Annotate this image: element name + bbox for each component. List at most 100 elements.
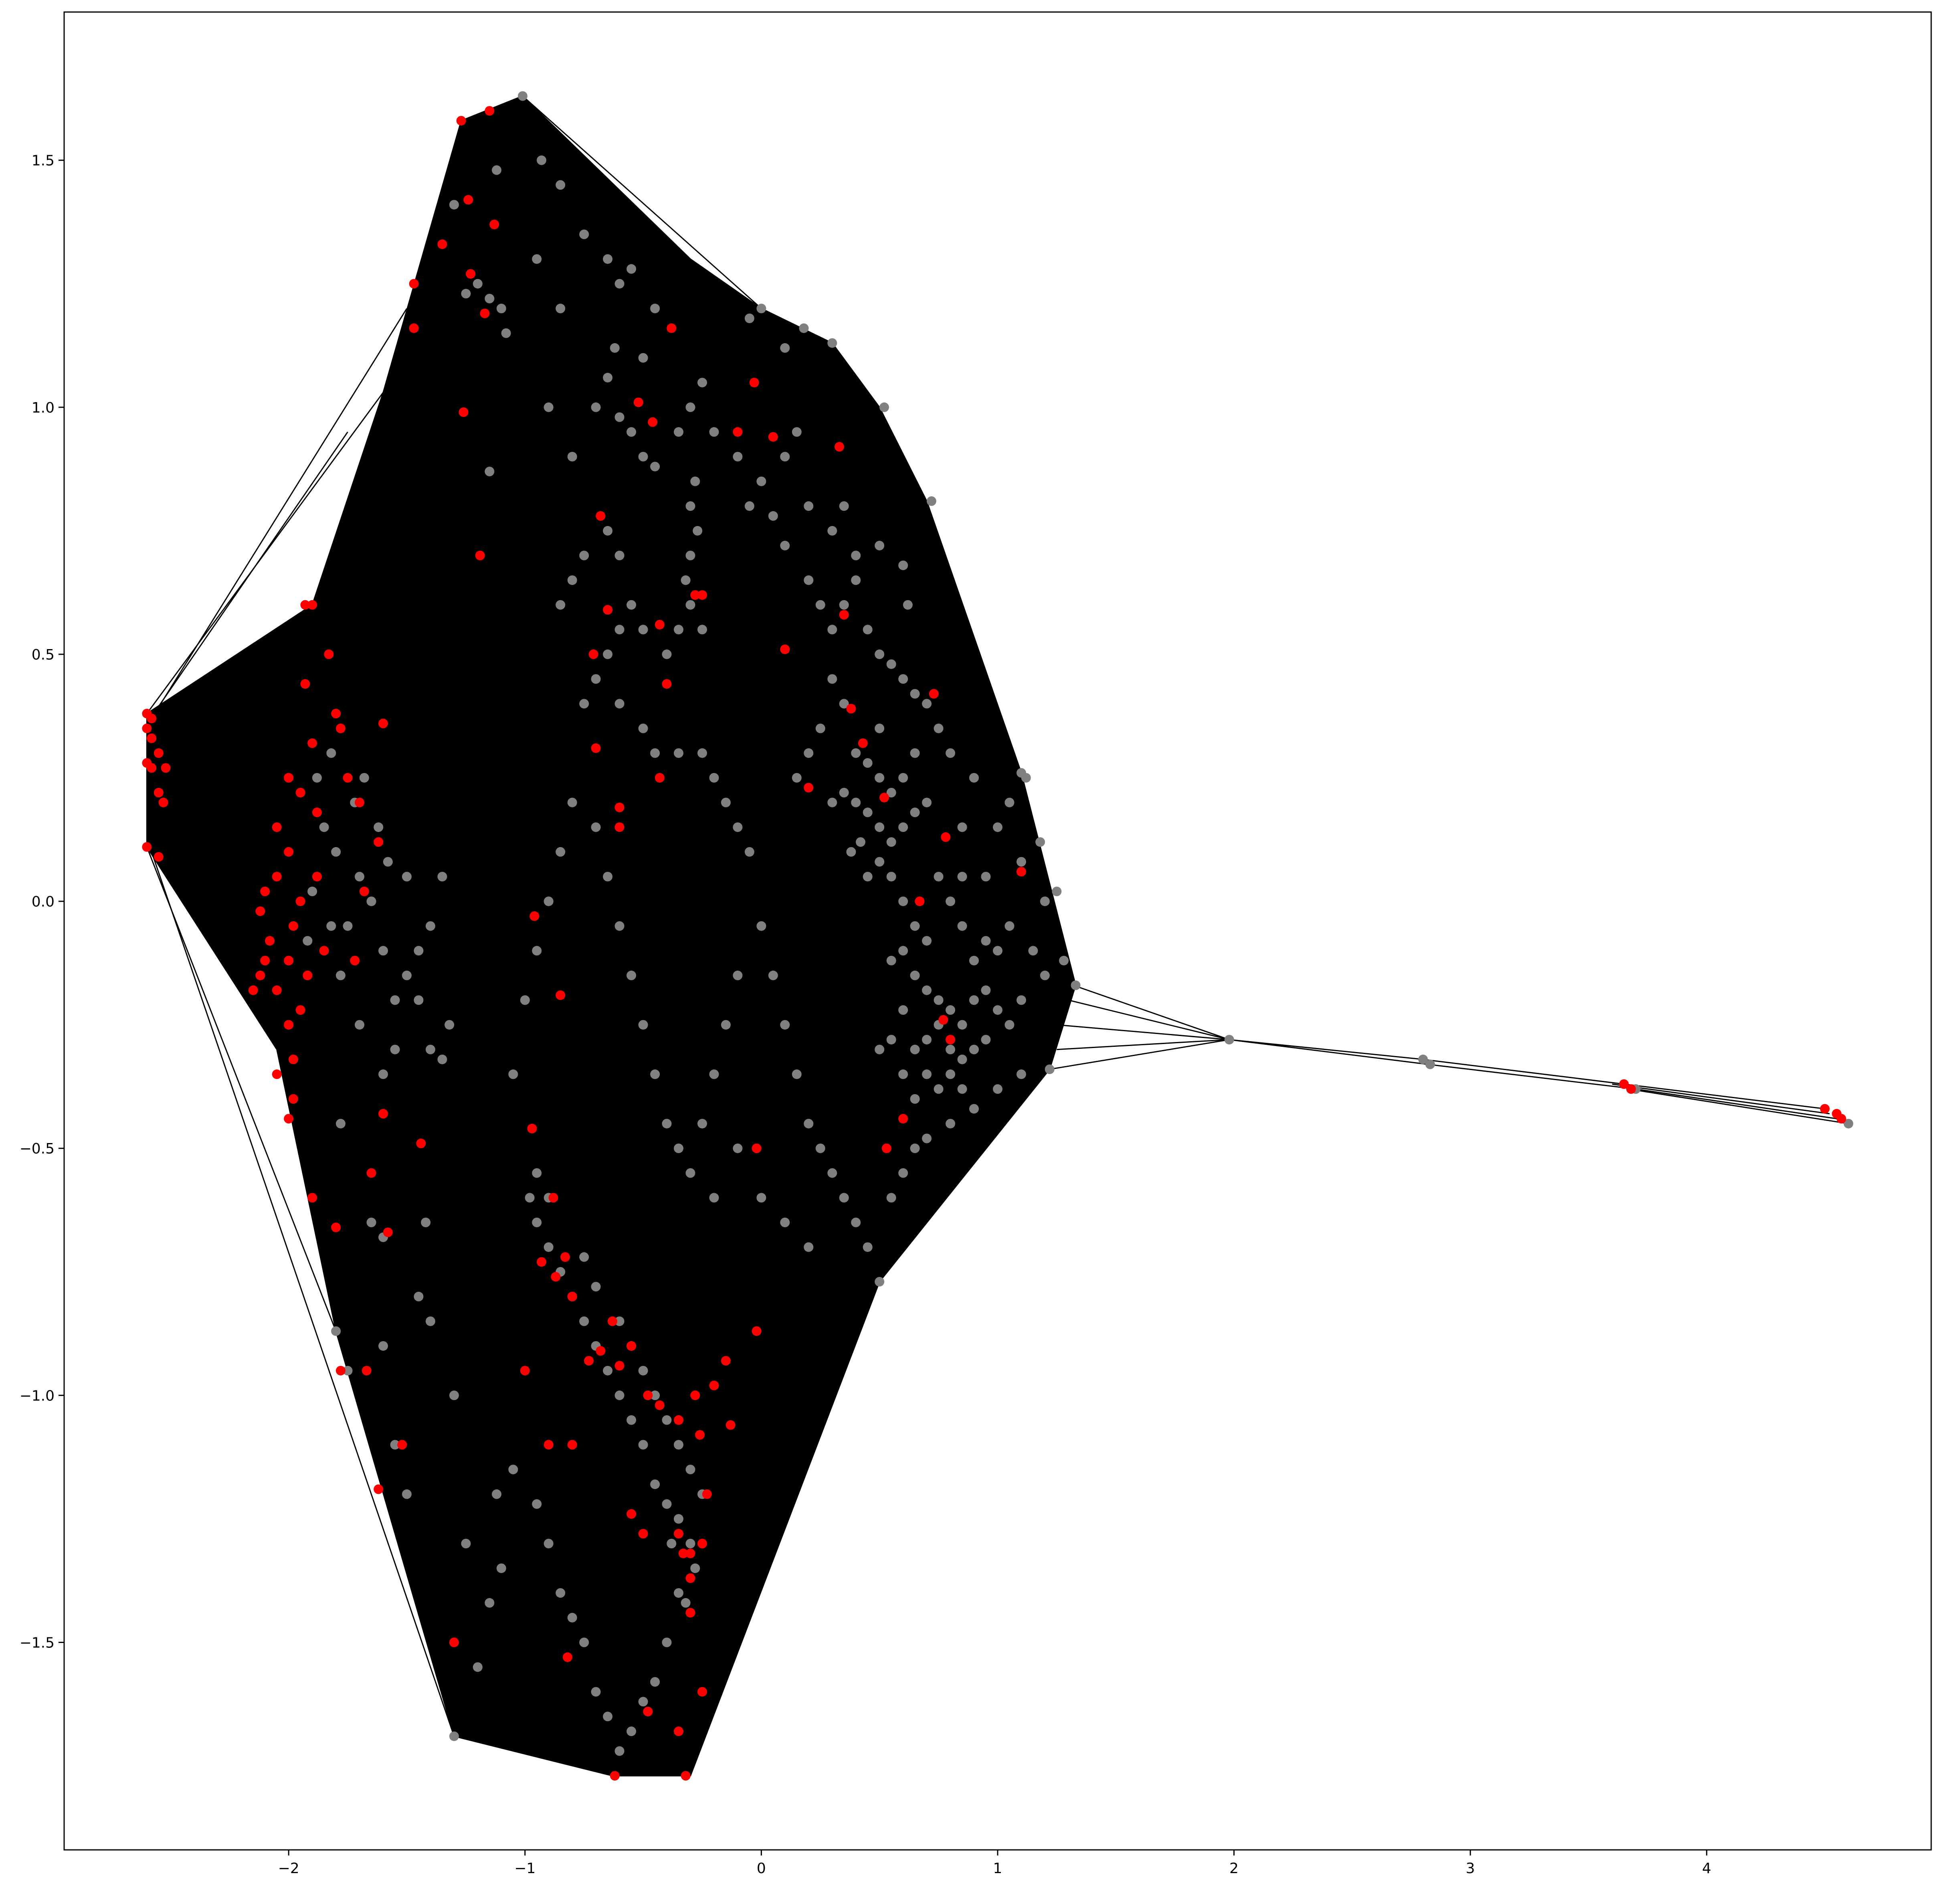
edge-line bbox=[1068, 1000, 1230, 1040]
node-point bbox=[697, 1119, 707, 1129]
node-point bbox=[839, 1193, 849, 1203]
node-point bbox=[709, 1193, 719, 1203]
edge-line bbox=[685, 1271, 857, 1771]
edge-line bbox=[1073, 985, 1230, 1040]
node-point bbox=[650, 1390, 660, 1400]
edge-line bbox=[522, 95, 656, 235]
node-point bbox=[579, 229, 589, 239]
edge-line bbox=[1049, 1039, 1230, 1070]
node-point bbox=[981, 872, 991, 882]
node-point bbox=[529, 911, 540, 921]
node-point bbox=[1016, 1069, 1026, 1079]
node-point bbox=[307, 738, 317, 748]
edge-line bbox=[1624, 1083, 1825, 1110]
node-point bbox=[922, 985, 932, 995]
node-point bbox=[946, 1044, 956, 1054]
x-tick-label: 0 bbox=[757, 1860, 766, 1877]
node-point bbox=[733, 1143, 743, 1153]
node-point bbox=[946, 1069, 956, 1079]
node-series-1 bbox=[142, 106, 1846, 1781]
node-point bbox=[780, 540, 790, 550]
node-point bbox=[685, 550, 695, 560]
node-point bbox=[674, 1514, 683, 1524]
node-point bbox=[272, 872, 282, 882]
node-point bbox=[879, 402, 889, 412]
node-point bbox=[556, 847, 566, 857]
node-point bbox=[643, 1707, 653, 1716]
node-point bbox=[934, 1084, 944, 1094]
edge-lines bbox=[146, 95, 1849, 1777]
node-point bbox=[903, 600, 913, 610]
node-point bbox=[993, 946, 1002, 956]
node-point bbox=[674, 1726, 683, 1736]
node-point bbox=[792, 427, 802, 437]
node-point bbox=[674, 1529, 683, 1539]
node-point bbox=[886, 788, 896, 797]
node-point bbox=[492, 1489, 501, 1499]
node-point bbox=[780, 1020, 790, 1030]
node-point bbox=[733, 427, 743, 437]
node-point bbox=[969, 1044, 979, 1054]
node-point bbox=[697, 1539, 707, 1548]
node-point bbox=[695, 1430, 705, 1440]
node-point bbox=[508, 1465, 518, 1475]
node-point bbox=[957, 872, 967, 882]
node-point bbox=[591, 1282, 601, 1292]
node-point bbox=[827, 674, 837, 684]
node-point bbox=[685, 1608, 695, 1618]
node-point bbox=[875, 822, 885, 832]
node-point bbox=[922, 699, 932, 709]
node-point bbox=[459, 407, 469, 417]
node-point bbox=[614, 625, 624, 635]
node-point bbox=[815, 600, 825, 610]
node-point bbox=[650, 1479, 660, 1489]
node-point bbox=[851, 1218, 861, 1227]
node-point bbox=[690, 590, 700, 600]
node-point bbox=[910, 1094, 920, 1104]
node-point bbox=[331, 1222, 341, 1232]
y-tick-label: 0.0 bbox=[32, 894, 55, 910]
x-tick-label: 3 bbox=[1466, 1860, 1475, 1877]
node-point bbox=[638, 353, 648, 363]
node-point bbox=[449, 1637, 459, 1647]
node-point bbox=[359, 773, 369, 783]
node-point bbox=[780, 1218, 790, 1227]
node-point bbox=[147, 714, 157, 724]
node-point bbox=[265, 936, 275, 946]
node-point bbox=[898, 1114, 908, 1124]
node-point bbox=[614, 279, 624, 289]
node-point bbox=[875, 857, 885, 867]
node-point bbox=[567, 452, 577, 461]
node-point bbox=[780, 452, 790, 461]
node-point bbox=[780, 343, 790, 353]
node-series-0 bbox=[303, 91, 1853, 1756]
node-point bbox=[875, 1277, 885, 1287]
node-point bbox=[957, 921, 967, 931]
node-point bbox=[915, 896, 925, 906]
node-point bbox=[378, 1109, 388, 1119]
node-point bbox=[709, 1380, 719, 1390]
node-point bbox=[350, 955, 360, 965]
node-point bbox=[579, 1316, 589, 1326]
node-point bbox=[355, 797, 364, 807]
node-point bbox=[1016, 995, 1026, 1005]
node-point bbox=[288, 921, 298, 931]
node-point bbox=[650, 748, 660, 758]
node-point bbox=[374, 1484, 384, 1494]
node-point bbox=[532, 254, 542, 264]
node-point bbox=[685, 1548, 695, 1558]
node-point bbox=[517, 91, 527, 101]
node-point bbox=[319, 946, 329, 956]
node-point bbox=[969, 955, 979, 965]
node-point bbox=[863, 625, 873, 635]
node-point bbox=[614, 1316, 624, 1326]
node-point bbox=[312, 872, 322, 882]
node-point bbox=[981, 936, 991, 946]
node-point bbox=[461, 1539, 471, 1548]
node-point bbox=[335, 723, 346, 733]
node-point bbox=[402, 1489, 412, 1499]
node-point bbox=[390, 1440, 400, 1450]
node-point bbox=[886, 955, 896, 965]
node-point bbox=[835, 442, 844, 452]
node-point bbox=[295, 788, 305, 797]
